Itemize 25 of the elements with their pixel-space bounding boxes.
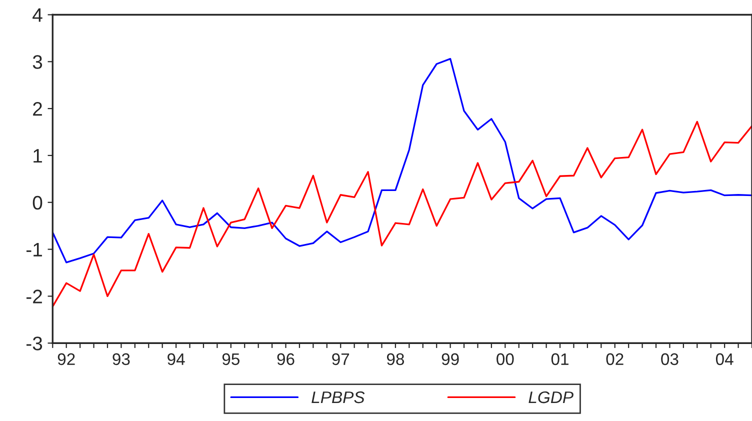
legend-label: LGDP <box>528 391 574 404</box>
y-tick-label: 1 <box>34 149 42 163</box>
x-tick-label: 04 <box>716 353 734 366</box>
y-tick-label: 2 <box>33 102 42 116</box>
x-tick-label: 99 <box>442 353 459 366</box>
legend-label: LPBPS <box>312 391 365 404</box>
x-tick-label: 97 <box>332 353 350 366</box>
y-tick-label: 3 <box>32 55 42 69</box>
y-tick-label: 0 <box>32 196 42 210</box>
line-series <box>52 58 752 264</box>
y-tick-label: -2 <box>26 290 42 304</box>
x-tick-label: 92 <box>58 353 75 366</box>
x-tick-label: 94 <box>168 353 185 366</box>
x-tick-label: 03 <box>661 353 678 366</box>
x-tick-label: 00 <box>496 353 514 366</box>
line-series <box>52 120 752 308</box>
x-tick-label: 93 <box>112 353 130 366</box>
y-tick-label: -3 <box>26 336 42 350</box>
x-tick-label: 98 <box>386 353 404 366</box>
x-tick-label: 01 <box>551 353 568 366</box>
y-tick-label: 4 <box>32 8 42 22</box>
x-tick-label: 96 <box>277 353 294 366</box>
y-tick-label: -1 <box>26 242 42 256</box>
x-tick-label: 02 <box>606 353 624 366</box>
x-tick-label: 95 <box>222 353 240 366</box>
